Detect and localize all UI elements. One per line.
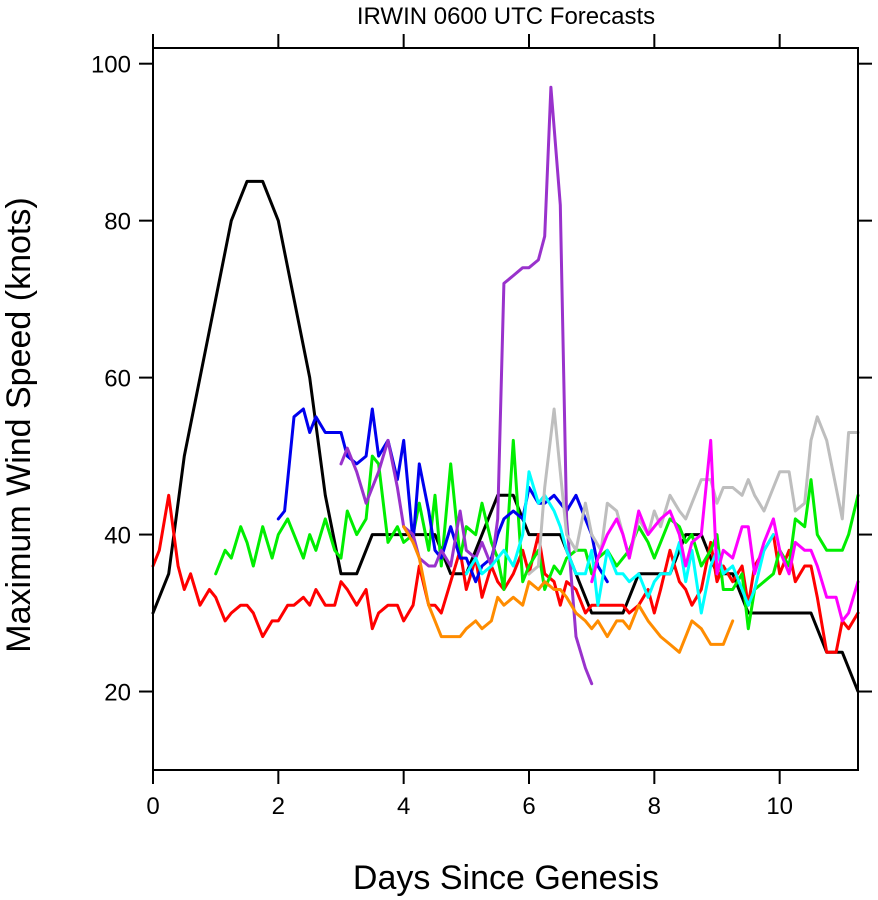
plot-frame	[152, 47, 859, 771]
x-tick-label: 0	[146, 793, 159, 820]
series-line-4	[339, 85, 594, 686]
x-tick-label: 8	[648, 793, 661, 820]
y-tick-label: 60	[104, 366, 131, 393]
y-tick-label: 40	[104, 523, 131, 550]
y-tick-label: 100	[91, 52, 131, 79]
x-tick-label: 10	[766, 793, 793, 820]
series-line-8	[590, 438, 860, 623]
x-tick-label: 4	[397, 793, 410, 820]
chart-title: IRWIN 0600 UTC Forecasts	[357, 3, 655, 30]
series-line-0	[151, 179, 860, 693]
series-layer	[151, 85, 860, 693]
series-line-3	[276, 407, 609, 584]
axis-layer: 0 2 4 6 8 10 20 40 60 80 100	[91, 34, 872, 820]
x-tick-label: 6	[522, 793, 535, 820]
series-line-6	[464, 470, 775, 615]
y-tick-label: 20	[104, 680, 131, 707]
x-tick-label: 2	[272, 793, 285, 820]
x-axis-label: Days Since Genesis	[353, 859, 659, 897]
y-axis-label: Maximum Wind Speed (knots)	[0, 197, 38, 652]
series-line-7	[527, 407, 860, 576]
series-line-5	[402, 525, 735, 654]
y-tick-label: 80	[104, 209, 131, 236]
